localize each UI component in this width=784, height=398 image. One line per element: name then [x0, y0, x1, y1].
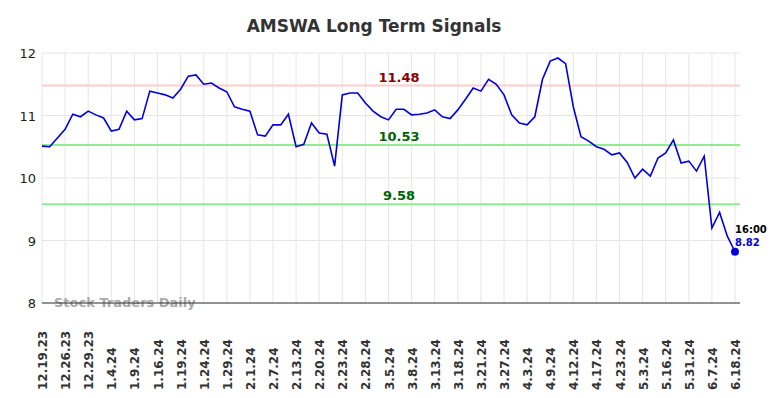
x-grid-line	[342, 53, 343, 303]
x-tick-label: 12.29.23	[82, 331, 96, 390]
y-tick-label: 10	[19, 171, 36, 186]
x-tick-label: 4.3.24	[521, 347, 535, 390]
x-grid-line	[134, 53, 135, 303]
y-tick-label: 8	[28, 296, 36, 311]
x-grid-line	[573, 53, 574, 303]
x-tick-label: 3.18.24	[452, 339, 466, 390]
y-tick-label: 9	[28, 234, 36, 249]
x-grid-line	[296, 53, 297, 303]
x-tick-label: 6.7.24	[706, 347, 720, 390]
x-tick-label: 1.9.24	[128, 347, 142, 390]
x-grid-line	[65, 53, 66, 303]
x-grid-line	[735, 53, 736, 303]
reference-label: 11.48	[378, 70, 419, 85]
title: AMSWA Long Term Signals	[247, 16, 502, 36]
x-tick-label: 1.4.24	[105, 347, 119, 390]
x-tick-label: 3.5.24	[383, 347, 397, 390]
x-grid-line	[619, 53, 620, 303]
y-tick-label: 12	[19, 46, 36, 61]
x-grid-line	[504, 53, 505, 303]
x-tick-label: 1.16.24	[152, 339, 166, 390]
x-tick-label: 12.26.23	[59, 331, 73, 390]
x-tick-label: 2.7.24	[267, 347, 281, 390]
y-grid-line	[42, 303, 740, 304]
y-grid-line	[42, 53, 740, 54]
x-grid-line	[527, 53, 528, 303]
x-grid-line	[411, 53, 412, 303]
x-tick-label: 2.13.24	[290, 339, 304, 390]
x-grid-line	[596, 53, 597, 303]
x-tick-label: 2.28.24	[359, 339, 373, 390]
y-grid-line	[42, 240, 740, 241]
x-tick-label: 5.16.24	[660, 339, 674, 390]
x-tick-label: 1.19.24	[175, 339, 189, 390]
x-tick-label: 2.1.24	[244, 347, 258, 390]
x-tick-label: 4.23.24	[614, 339, 628, 390]
x-tick-label: 3.8.24	[406, 347, 420, 390]
x-axis-line	[42, 303, 740, 304]
y-tick-label: 11	[19, 109, 36, 124]
reference-line	[42, 85, 740, 87]
x-grid-line	[457, 53, 458, 303]
last-time: 16:00	[735, 224, 767, 235]
x-tick-label: 1.24.24	[198, 339, 212, 390]
x-grid-line	[550, 53, 551, 303]
x-tick-label: 1.29.24	[221, 339, 235, 390]
x-grid-line	[688, 53, 689, 303]
last-value: 8.82	[735, 237, 760, 248]
x-grid-line	[157, 53, 158, 303]
price-line	[42, 58, 735, 252]
last-point	[731, 248, 739, 256]
x-tick-label: 4.12.24	[567, 339, 581, 390]
x-grid-line	[642, 53, 643, 303]
x-tick-label: 4.17.24	[590, 339, 604, 390]
x-grid-line	[434, 53, 435, 303]
x-grid-line	[665, 53, 666, 303]
chart: AMSWA Long Term Signals 8 9 10 11 12 12.19.23 1…	[0, 0, 784, 398]
x-tick-label: 2.20.24	[313, 339, 327, 390]
x-tick-label: 2.23.24	[336, 339, 350, 390]
x-grid-line	[42, 53, 43, 303]
plot-area	[42, 58, 740, 252]
x-tick-label: 3.13.24	[429, 339, 443, 390]
x-grid-line	[111, 53, 112, 303]
x-grid-line	[203, 53, 204, 303]
x-grid-line	[226, 53, 227, 303]
x-grid-line	[249, 53, 250, 303]
x-tick-label: 12.19.23	[36, 331, 50, 390]
reference-line	[42, 203, 740, 205]
x-grid-line	[88, 53, 89, 303]
x-grid-line	[711, 53, 712, 303]
reference-label: 10.53	[378, 129, 419, 144]
reference-label: 9.58	[383, 188, 415, 203]
grid	[42, 53, 740, 303]
x-grid-line	[388, 53, 389, 303]
x-tick-label: 5.3.24	[637, 347, 651, 390]
x-grid-line	[273, 53, 274, 303]
x-tick-label: 5.31.24	[683, 339, 697, 390]
x-tick-label: 4.9.24	[544, 347, 558, 390]
x-tick-label: 3.21.24	[475, 339, 489, 390]
x-tick-label: 3.27.24	[498, 339, 512, 390]
x-grid-line	[319, 53, 320, 303]
x-tick-label: 6.18.24	[729, 339, 743, 390]
reference-line	[42, 144, 740, 146]
x-grid-line	[365, 53, 366, 303]
